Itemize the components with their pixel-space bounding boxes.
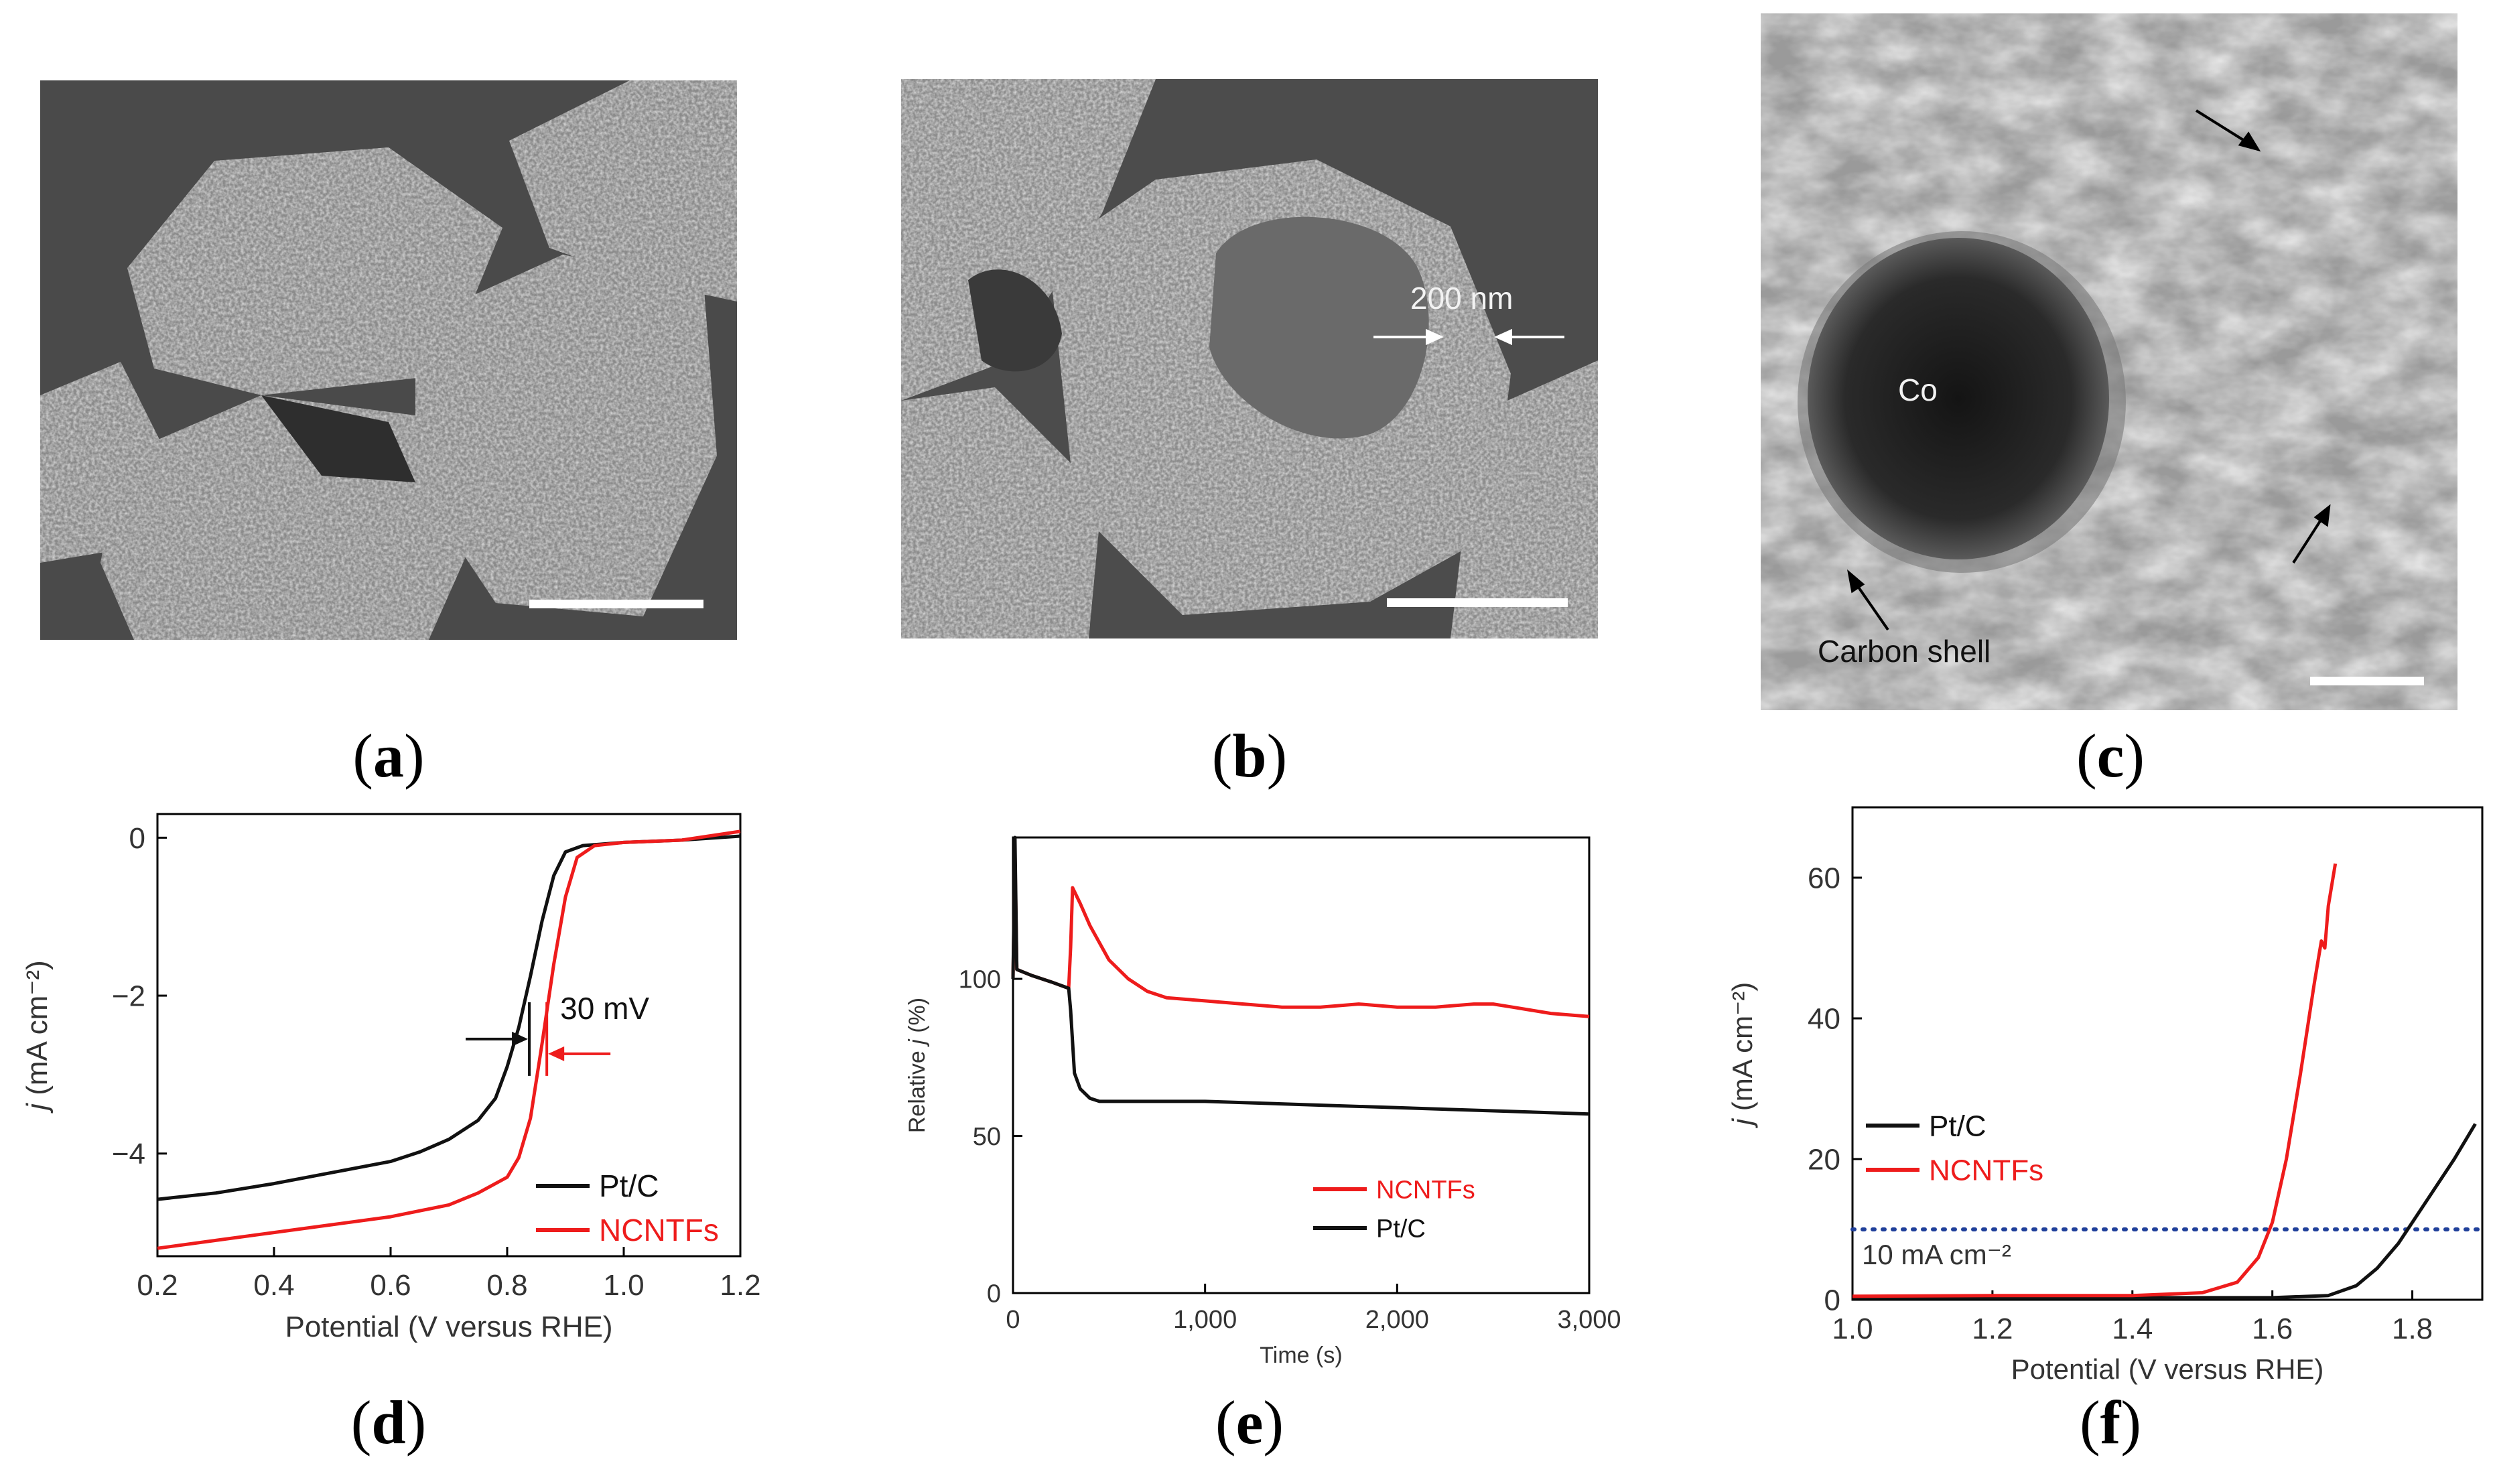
arrowhead-ncntfs: [548, 1046, 565, 1061]
micrograph-a: [40, 80, 737, 640]
co-particle-label: Co: [1898, 373, 1938, 407]
panel-label-b: (b): [1211, 722, 1288, 790]
series-line-pt-c: [1852, 1123, 2477, 1300]
scale-bar-b: [1387, 598, 1568, 607]
legend-label-pt-c: Pt/C: [1929, 1109, 1986, 1142]
legend-label-ncntfs: NCNTFs: [599, 1213, 719, 1247]
x-tick-label: 1.2: [1972, 1312, 2013, 1345]
x-tick-label: 0: [1006, 1306, 1020, 1334]
chart-d-svg: 0.2 0.4 0.6 0.8 1.0 1.2 0 −2 −4 Potential (V vers…: [21, 813, 761, 1343]
y-tick-label: 60: [1808, 862, 1840, 894]
legend-label-pt-c: Pt/C: [599, 1168, 659, 1203]
micrograph-b: 200 nm: [901, 79, 1598, 638]
x-tick-label: 1.8: [2392, 1312, 2433, 1345]
x-axis-label: Time (s): [1260, 1343, 1342, 1368]
series-line-ncntfs: [157, 829, 741, 1250]
x-tick-label: 1.6: [2252, 1312, 2293, 1345]
potential-gap-annotation: 30 mV: [560, 991, 649, 1026]
x-tick-label: 1.2: [720, 1269, 760, 1302]
y-tick-label: 20: [1808, 1143, 1840, 1176]
plot-frame: [1012, 836, 1591, 1294]
series-line-ncntfs: [1011, 851, 1590, 1018]
panel-label-c: (c): [2076, 722, 2145, 790]
micrograph-c: Co Carbon shell: [1761, 13, 2457, 710]
x-tick-label: 1.0: [1832, 1312, 1873, 1345]
x-tick-label: 0.8: [486, 1269, 527, 1302]
chart-e-svg: 0 1,000 2,000 3,000 0 50 100 Time (s) Relative j…: [904, 835, 1621, 1368]
y-tick-label: 50: [973, 1123, 1001, 1151]
reference-line-label: 10 mA cm⁻²: [1862, 1239, 2011, 1270]
y-axis-label: j (mA cm⁻²): [1727, 982, 1758, 1128]
panel-label-d: (d): [350, 1388, 427, 1457]
panel-label-a: (a): [352, 722, 425, 790]
arrowhead-pt-c: [512, 1031, 529, 1047]
y-tick-label: −4: [112, 1138, 145, 1170]
x-tick-label: 2,000: [1365, 1306, 1429, 1334]
legend-label-ncntfs: NCNTFs: [1376, 1176, 1475, 1204]
x-tick-label: 1.0: [603, 1269, 644, 1302]
plot-frame: [1851, 806, 2484, 1301]
y-tick-label: 0: [129, 822, 145, 855]
chart-f: 1.0 1.2 1.4 1.6 1.8 0 20 40 60 Potential (V versu…: [1715, 784, 2493, 1387]
legend-label-ncntfs: NCNTFs: [1929, 1154, 2043, 1187]
x-tick-label: 3,000: [1557, 1306, 1621, 1334]
y-axis-label: Relative j (%): [904, 998, 930, 1133]
x-tick-label: 1.4: [2112, 1312, 2153, 1345]
y-tick-label: 100: [959, 965, 1001, 994]
size-annotation: 200 nm: [1410, 281, 1513, 316]
chart-f-svg: 1.0 1.2 1.4 1.6 1.8 0 20 40 60 Potential (V versu…: [1727, 806, 2484, 1385]
panel-label-f: (f): [2080, 1388, 2141, 1457]
plot-frame: [156, 813, 742, 1258]
y-tick-label: 0: [987, 1280, 1001, 1308]
y-tick-label: 0: [1824, 1284, 1840, 1317]
y-tick-label: 40: [1808, 1002, 1840, 1035]
x-tick-label: 0.2: [137, 1269, 178, 1302]
x-tick-label: 0.6: [370, 1269, 411, 1302]
series-line-ncntfs: [1852, 863, 2338, 1298]
legend-label-pt-c: Pt/C: [1376, 1215, 1426, 1243]
chart-d: 0.2 0.4 0.6 0.8 1.0 1.2 0 −2 −4 Potential (V vers…: [0, 784, 791, 1387]
x-axis-label: Potential (V versus RHE): [2011, 1353, 2324, 1385]
x-axis-label: Potential (V versus RHE): [285, 1310, 612, 1343]
x-tick-label: 1,000: [1173, 1306, 1237, 1334]
chart-e: 0 1,000 2,000 3,000 0 50 100 Time (s) Relative j…: [871, 804, 1635, 1373]
series-line-pt-c: [157, 834, 741, 1201]
scale-bar-c: [2310, 677, 2424, 685]
carbon-shell-label: Carbon shell: [1818, 634, 1991, 669]
panel-label-e: (e): [1215, 1388, 1284, 1457]
y-tick-label: −2: [112, 980, 145, 1012]
x-tick-label: 0.4: [253, 1269, 294, 1302]
y-axis-label: j (mA cm⁻²): [21, 960, 54, 1114]
scale-bar-a: [529, 600, 703, 608]
series-line-pt-c: [1011, 835, 1590, 1116]
